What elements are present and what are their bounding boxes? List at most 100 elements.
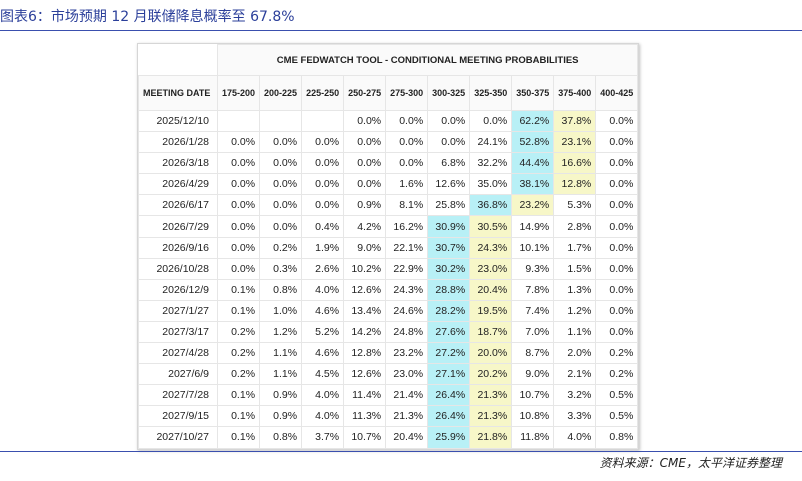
probability-cell: 2.8% bbox=[553, 215, 597, 238]
probability-cell: 0.9% bbox=[259, 405, 303, 428]
table-row: 2027/9/15 0.1% 0.9% 4.0% 11.3% 21.3% 26.4% 21.3… bbox=[138, 405, 639, 428]
probability-cell: 4.0% bbox=[301, 405, 345, 428]
rate-range-header: 300-325 bbox=[427, 75, 471, 111]
table-row: 2026/10/28 0.0% 0.3% 2.6% 10.2% 22.9% 30.2% 23.… bbox=[138, 257, 639, 280]
probability-cell: 21.3% bbox=[385, 405, 429, 428]
meeting-date-cell: 2026/12/9 bbox=[138, 278, 218, 301]
probability-cell: 1.5% bbox=[553, 257, 597, 280]
probability-cell: 0.2% bbox=[216, 342, 261, 365]
probability-cell: 0.1% bbox=[216, 299, 261, 322]
rate-range-header: 400-425 bbox=[595, 75, 639, 111]
probability-cell: 0.8% bbox=[595, 426, 639, 449]
table-row: 2027/7/28 0.1% 0.9% 4.0% 11.4% 21.4% 26.4% 21.3… bbox=[138, 384, 639, 407]
probability-cell: 30.7% bbox=[427, 236, 471, 259]
probability-cell: 2.1% bbox=[553, 363, 597, 386]
probability-cell: 30.9% bbox=[427, 215, 471, 238]
probability-cell: 2.0% bbox=[553, 342, 597, 365]
probability-cell: 23.1% bbox=[553, 131, 597, 154]
table-body: 2025/12/10 0.0% 0.0% 0.0% 0.0% 62.2% 37.8% 0.0%… bbox=[138, 109, 639, 449]
probability-cell: 27.2% bbox=[427, 342, 471, 365]
probability-cell: 11.8% bbox=[511, 426, 555, 449]
probability-cell: 1.2% bbox=[259, 320, 303, 344]
table-row: 2026/7/29 0.0% 0.0% 0.4% 4.2% 16.2% 30.9% 30.5%… bbox=[138, 215, 639, 238]
meeting-date-cell: 2025/12/10 bbox=[138, 109, 218, 133]
probability-cell: 7.0% bbox=[511, 320, 555, 344]
probability-cell: 0.0% bbox=[259, 215, 303, 238]
probability-cell: 10.7% bbox=[343, 426, 387, 449]
probability-cell: 3.3% bbox=[553, 405, 597, 428]
rate-range-header: 275-300 bbox=[385, 75, 429, 111]
probability-cell: 0.0% bbox=[595, 299, 639, 322]
probability-cell: 22.9% bbox=[385, 257, 429, 280]
probability-cell: 0.4% bbox=[301, 215, 345, 238]
table-row: 2027/3/17 0.2% 1.2% 5.2% 14.2% 24.8% 27.6% 18.7… bbox=[138, 320, 639, 344]
probability-cell: 36.8% bbox=[469, 194, 513, 217]
probability-cell: 18.7% bbox=[469, 320, 513, 344]
probability-cell: 30.5% bbox=[469, 215, 513, 238]
probability-cell: 0.2% bbox=[216, 363, 261, 386]
probability-cell: 21.3% bbox=[469, 384, 513, 407]
probability-cell: 0.0% bbox=[216, 236, 261, 259]
tool-title-row: CME FEDWATCH TOOL - CONDITIONAL MEETING … bbox=[138, 44, 639, 76]
probability-cell bbox=[216, 109, 261, 133]
probability-cell: 0.0% bbox=[595, 236, 639, 259]
probability-cell: 0.1% bbox=[216, 278, 261, 301]
probability-cell: 0.2% bbox=[259, 236, 303, 259]
probability-cell: 11.4% bbox=[343, 384, 387, 407]
meeting-date-cell: 2026/7/29 bbox=[138, 215, 218, 238]
probability-cell: 0.0% bbox=[595, 109, 639, 133]
probability-cell: 12.6% bbox=[343, 278, 387, 301]
probability-cell: 20.4% bbox=[385, 426, 429, 449]
probability-cell: 62.2% bbox=[511, 109, 555, 133]
probability-cell: 0.0% bbox=[259, 194, 303, 217]
probability-cell: 0.1% bbox=[216, 405, 261, 428]
probability-cell: 25.8% bbox=[427, 194, 471, 217]
probability-cell: 8.1% bbox=[385, 194, 429, 217]
probability-cell: 9.3% bbox=[511, 257, 555, 280]
probability-cell: 0.0% bbox=[216, 173, 261, 196]
fedwatch-probability-table: CME FEDWATCH TOOL - CONDITIONAL MEETING … bbox=[138, 44, 639, 449]
probability-cell: 0.0% bbox=[343, 152, 387, 175]
probability-cell: 52.8% bbox=[511, 131, 555, 154]
table-row: 2027/6/9 0.2% 1.1% 4.5% 12.6% 23.0% 27.1% 20.2%… bbox=[138, 363, 639, 386]
probability-cell: 5.2% bbox=[301, 320, 345, 344]
probability-cell: 0.0% bbox=[301, 173, 345, 196]
title-divider bbox=[0, 30, 802, 31]
probability-cell: 1.2% bbox=[553, 299, 597, 322]
probability-cell: 7.8% bbox=[511, 278, 555, 301]
probability-cell: 10.8% bbox=[511, 405, 555, 428]
probability-cell: 3.2% bbox=[553, 384, 597, 407]
probability-cell: 1.7% bbox=[553, 236, 597, 259]
probability-cell: 0.0% bbox=[595, 278, 639, 301]
probability-cell: 1.3% bbox=[553, 278, 597, 301]
meeting-date-header: MEETING DATE bbox=[138, 75, 218, 111]
fedwatch-table-panel: CME FEDWATCH TOOL - CONDITIONAL MEETING … bbox=[137, 43, 640, 450]
probability-cell: 0.2% bbox=[595, 342, 639, 365]
probability-cell bbox=[259, 109, 303, 133]
probability-cell: 0.0% bbox=[301, 194, 345, 217]
probability-cell: 12.8% bbox=[343, 342, 387, 365]
rate-range-header: 375-400 bbox=[553, 75, 597, 111]
probability-cell: 4.5% bbox=[301, 363, 345, 386]
source-note: 资料来源：CME，太平洋证券整理 bbox=[599, 456, 782, 470]
probability-cell: 4.0% bbox=[301, 278, 345, 301]
probability-cell: 0.8% bbox=[259, 426, 303, 449]
probability-cell: 24.3% bbox=[385, 278, 429, 301]
meeting-date-cell: 2026/6/17 bbox=[138, 194, 218, 217]
probability-cell: 0.5% bbox=[595, 405, 639, 428]
probability-cell: 20.2% bbox=[469, 363, 513, 386]
probability-cell: 0.0% bbox=[427, 131, 471, 154]
table-row: 2026/9/16 0.0% 0.2% 1.9% 9.0% 22.1% 30.7% 24.3%… bbox=[138, 236, 639, 259]
probability-cell: 0.0% bbox=[595, 194, 639, 217]
probability-cell: 4.6% bbox=[301, 342, 345, 365]
probability-cell: 0.0% bbox=[216, 152, 261, 175]
probability-cell: 24.6% bbox=[385, 299, 429, 322]
probability-cell: 0.0% bbox=[259, 152, 303, 175]
probability-cell: 0.0% bbox=[595, 215, 639, 238]
probability-cell: 0.1% bbox=[216, 426, 261, 449]
meeting-date-cell: 2026/10/28 bbox=[138, 257, 218, 280]
probability-cell: 19.5% bbox=[469, 299, 513, 322]
probability-cell: 0.0% bbox=[595, 131, 639, 154]
figure-title: 图表6：市场预期 12 月联储降息概率至 67.8% bbox=[0, 9, 295, 25]
probability-cell: 25.9% bbox=[427, 426, 471, 449]
